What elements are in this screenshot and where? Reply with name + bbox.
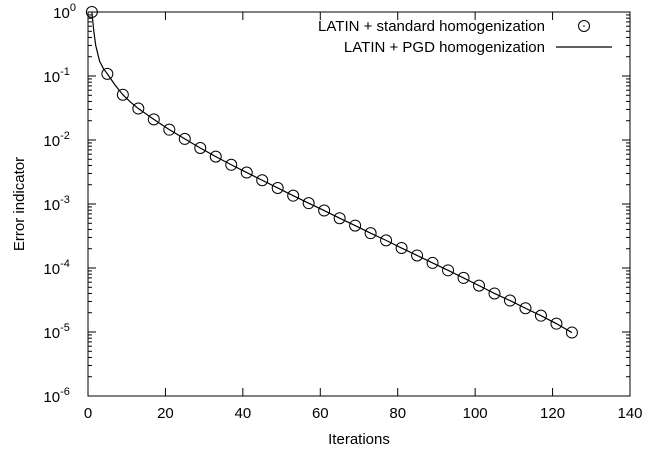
y-tick-label-base: 10: [43, 133, 60, 150]
y-axis-title: Error indicator: [11, 157, 28, 251]
data-series: [85, 6, 578, 339]
data-point: [565, 326, 578, 339]
x-tick-label: 60: [312, 405, 329, 422]
y-tick-label: 10-6: [43, 386, 69, 406]
y-tick-label: 10-5: [43, 322, 69, 342]
y-tick-label: 100: [53, 2, 76, 22]
y-tick-label-base: 10: [43, 69, 60, 86]
data-point: [380, 234, 393, 247]
y-tick-label-base: 10: [43, 261, 60, 278]
data-point: [333, 212, 346, 225]
x-tick-label: 100: [463, 405, 488, 422]
data-point: [240, 166, 253, 179]
legend-label: LATIN + standard homogenization: [318, 18, 545, 35]
data-point: [194, 141, 207, 154]
y-tick-label-exponent: -4: [60, 258, 70, 270]
data-point: [411, 249, 424, 262]
y-tick-label-base: 10: [43, 325, 60, 342]
y-tick-label-exponent: -3: [60, 194, 70, 206]
data-point: [147, 113, 160, 126]
data-point: [178, 132, 191, 145]
data-point: [116, 88, 129, 101]
x-tick-label: 0: [84, 405, 92, 422]
data-point: [473, 279, 486, 292]
data-point: [364, 227, 377, 240]
axis-ticks: [87, 11, 631, 397]
data-point: [457, 271, 470, 284]
data-point: [302, 197, 315, 210]
data-point: [287, 189, 300, 202]
data-point: [426, 256, 439, 269]
y-tick-label: 10-4: [43, 258, 69, 278]
data-point: [550, 317, 563, 330]
series-line: [91, 11, 573, 334]
plot-frame: [87, 11, 631, 397]
data-point: [132, 102, 145, 115]
y-tick-label: 10-1: [43, 66, 69, 86]
x-tick-label: 140: [617, 405, 642, 422]
y-tick-label-exponent: -5: [60, 322, 70, 334]
data-point: [488, 287, 501, 300]
legend-marker-dot: [583, 25, 585, 27]
tick-labels: 0 20 40 60 80 100 120 14010010-110-210-310-410-…: [43, 2, 642, 422]
y-tick-label-exponent: 0: [70, 2, 76, 14]
x-tick-label: 40: [235, 405, 252, 422]
y-tick-label-base: 10: [43, 197, 60, 214]
y-tick-label-base: 10: [43, 389, 60, 406]
data-point: [503, 294, 516, 307]
legend-label: LATIN + PGD homogenization: [344, 39, 545, 56]
data-point: [442, 264, 455, 277]
y-tick-label-exponent: -1: [60, 66, 70, 78]
data-point: [318, 204, 331, 217]
y-tick-label-base: 10: [53, 5, 70, 22]
legend: LATIN + standard homogenization LATIN + P…: [318, 18, 612, 56]
data-point: [395, 242, 408, 255]
data-point: [534, 309, 547, 322]
data-point: [271, 181, 284, 194]
data-point: [101, 67, 114, 80]
x-axis-title: Iterations: [328, 431, 390, 448]
y-tick-label-exponent: -6: [60, 386, 70, 398]
x-tick-label: 120: [540, 405, 565, 422]
data-point: [349, 219, 362, 232]
legend-marker-circle: [578, 20, 590, 32]
y-tick-label-exponent: -2: [60, 130, 70, 142]
data-point: [519, 302, 532, 315]
data-point: [256, 174, 269, 187]
data-point: [163, 123, 176, 136]
x-tick-label: 20: [157, 405, 174, 422]
y-tick-label: 10-3: [43, 194, 69, 214]
data-point: [225, 158, 238, 171]
y-tick-label: 10-2: [43, 130, 69, 150]
data-point: [209, 150, 222, 163]
x-tick-label: 80: [389, 405, 406, 422]
